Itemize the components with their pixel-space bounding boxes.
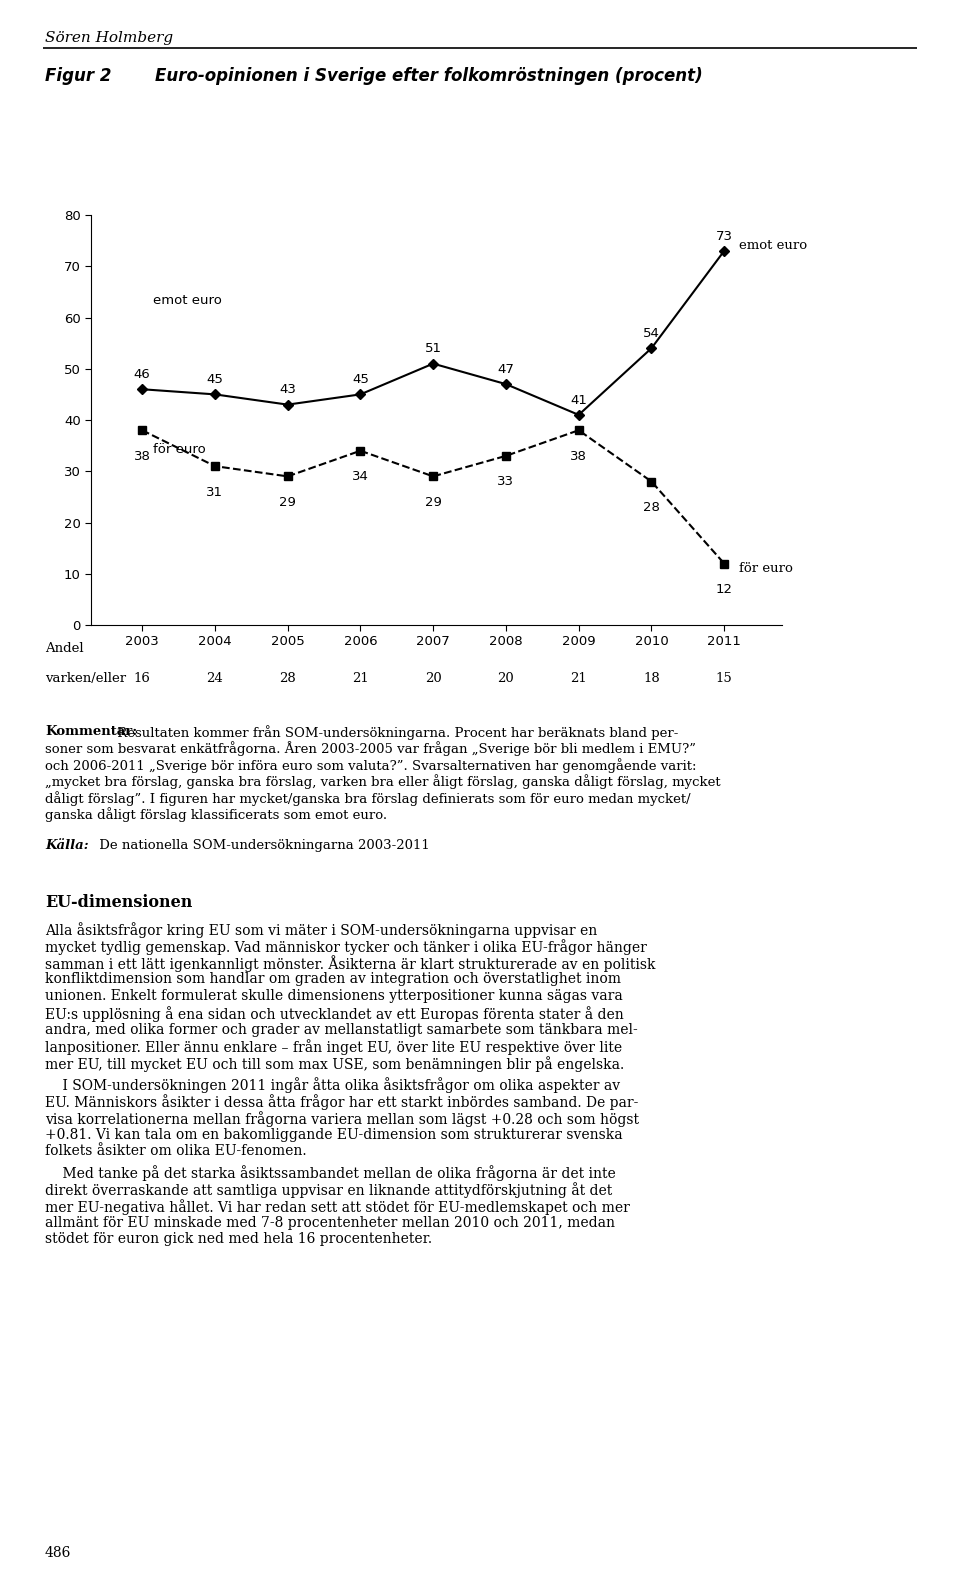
Text: 51: 51 [424,342,442,355]
Text: unionen. Enkelt formulerat skulle dimensionens ytterpositioner kunna sägas vara: unionen. Enkelt formulerat skulle dimens… [45,989,623,1003]
Text: ganska dåligt förslag klassificerats som emot euro.: ganska dåligt förslag klassificerats som… [45,808,387,822]
Text: direkt överraskande att samtliga uppvisar en liknande attitydförskjutning åt det: direkt överraskande att samtliga uppvisa… [45,1181,612,1197]
Text: 45: 45 [206,374,224,386]
Text: EU-dimensionen: EU-dimensionen [45,894,192,911]
Text: mycket tydlig gemenskap. Vad människor tycker och tänker i olika EU-frågor hänge: mycket tydlig gemenskap. Vad människor t… [45,938,647,954]
Text: „mycket bra förslag, ganska bra förslag, varken bra eller åligt förslag, ganska : „mycket bra förslag, ganska bra förslag,… [45,774,721,789]
Text: konfliktdimension som handlar om graden av integration och överstatlighet inom: konfliktdimension som handlar om graden … [45,973,621,986]
Text: 15: 15 [716,673,732,685]
Text: emot euro: emot euro [739,240,807,253]
Text: 29: 29 [424,496,442,509]
Text: 54: 54 [643,328,660,340]
Text: +0.81. Vi kan tala om en bakomliggande EU-dimension som strukturerar svenska: +0.81. Vi kan tala om en bakomliggande E… [45,1127,623,1142]
Text: 29: 29 [279,496,296,509]
Text: Källa:: Källa: [45,840,88,852]
Text: Euro-opinionen i Sverige efter folkomröstningen (procent): Euro-opinionen i Sverige efter folkomrös… [155,67,703,84]
Text: 73: 73 [716,229,732,243]
Text: 486: 486 [45,1545,71,1560]
Text: mer EU, till mycket EU och till som max USE, som benämningen blir på engelska.: mer EU, till mycket EU och till som max … [45,1056,624,1072]
Text: 31: 31 [206,485,224,499]
Text: dåligt förslag”. I figuren har mycket/ganska bra förslag definierats som för eur: dåligt förslag”. I figuren har mycket/ga… [45,790,690,806]
Text: 20: 20 [497,673,515,685]
Text: 28: 28 [643,501,660,514]
Text: samman i ett lätt igenkannligt mönster. Åsikterna är klart strukturerade av en p: samman i ett lätt igenkannligt mönster. … [45,956,656,973]
Text: för euro: för euro [739,561,793,576]
Text: 21: 21 [352,673,369,685]
Text: och 2006-2011 „Sverige bör införa euro som valuta?”. Svarsalternativen har genom: och 2006-2011 „Sverige bör införa euro s… [45,758,697,773]
Text: andra, med olika former och grader av mellanstatligt samarbete som tänkbara mel-: andra, med olika former och grader av me… [45,1022,637,1037]
Text: EU:s upplösning å ena sidan och utvecklandet av ett Europas förenta stater å den: EU:s upplösning å ena sidan och utveckla… [45,1006,624,1022]
Text: 28: 28 [279,673,296,685]
Text: stödet för euron gick ned med hela 16 procentenheter.: stödet för euron gick ned med hela 16 pr… [45,1232,432,1247]
Text: 34: 34 [352,471,369,483]
Text: Resultaten kommer från SOM-undersökningarna. Procent har beräknats bland per-: Resultaten kommer från SOM-undersökninga… [113,725,679,739]
Text: för euro: för euro [153,444,205,456]
Text: 20: 20 [424,673,442,685]
Text: 43: 43 [279,383,296,396]
Text: 45: 45 [352,374,369,386]
Text: soner som besvarat enkätfrågorna. Åren 2003-2005 var frågan „Sverige bör bli med: soner som besvarat enkätfrågorna. Åren 2… [45,741,696,757]
Text: Med tanke på det starka åsiktssambandet mellan de olika frågorna är det inte: Med tanke på det starka åsiktssambandet … [45,1165,615,1181]
Text: 24: 24 [206,673,224,685]
Text: 12: 12 [716,584,732,596]
Text: folkets åsikter om olika EU-fenomen.: folkets åsikter om olika EU-fenomen. [45,1145,306,1159]
Text: 38: 38 [570,450,588,463]
Text: 38: 38 [133,450,151,463]
Text: Kommentar:: Kommentar: [45,725,137,738]
Text: 18: 18 [643,673,660,685]
Text: 41: 41 [570,394,588,407]
Text: visa korrelationerna mellan frågorna variera mellan som lägst +0.28 och som högs: visa korrelationerna mellan frågorna var… [45,1111,639,1127]
Text: De nationella SOM-undersökningarna 2003-2011: De nationella SOM-undersökningarna 2003-… [95,840,430,852]
Text: mer EU-negativa hållet. Vi har redan sett att stödet för EU-medlemskapet och mer: mer EU-negativa hållet. Vi har redan set… [45,1199,630,1215]
Text: allmänt för EU minskade med 7-8 procentenheter mellan 2010 och 2011, medan: allmänt för EU minskade med 7-8 procente… [45,1216,615,1229]
Text: Andel: Andel [45,642,84,655]
Text: 16: 16 [133,673,151,685]
Text: 46: 46 [133,367,151,382]
Text: I SOM-undersökningen 2011 ingår åtta olika åsiktsfrågor om olika aspekter av: I SOM-undersökningen 2011 ingår åtta oli… [45,1076,620,1092]
Text: 47: 47 [497,363,515,375]
Text: varken/eller: varken/eller [45,673,126,685]
Text: Alla åsiktsfrågor kring EU som vi mäter i SOM-undersökningarna uppvisar en: Alla åsiktsfrågor kring EU som vi mäter … [45,922,597,938]
Text: Figur 2: Figur 2 [45,67,111,84]
Text: 33: 33 [497,475,515,488]
Text: lanpositioner. Eller ännu enklare – från inget EU, över lite EU respektive över : lanpositioner. Eller ännu enklare – från… [45,1040,622,1056]
Text: Sören Holmberg: Sören Holmberg [45,30,173,45]
Text: EU. Människors åsikter i dessa åtta frågor har ett starkt inbördes samband. De p: EU. Människors åsikter i dessa åtta fråg… [45,1094,638,1110]
Text: emot euro: emot euro [153,294,222,307]
Text: 21: 21 [570,673,588,685]
